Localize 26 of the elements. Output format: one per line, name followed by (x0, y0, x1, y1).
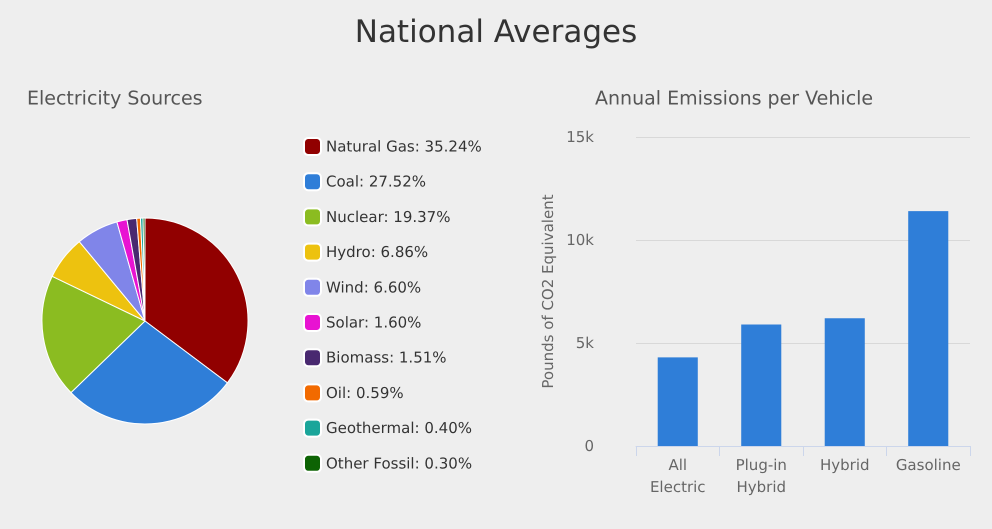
y-tick-label: 0 (584, 437, 594, 455)
legend-label: Oil: 0.59% (326, 384, 404, 402)
bar (908, 211, 948, 446)
x-tick-label: Plug-in Hybrid (736, 456, 787, 496)
legend-label: Coal: 27.52% (326, 172, 426, 191)
legend-label: Other Fossil: 0.30% (326, 454, 472, 472)
x-tick-label: Hybrid (820, 456, 870, 474)
y-axis-title: Pounds of CO2 Equivalent (538, 194, 557, 389)
bar (824, 318, 865, 446)
legend-label: Hydro: 6.86% (326, 243, 428, 262)
legend-label: Wind: 6.60% (326, 278, 422, 296)
bar (741, 324, 782, 446)
legend-label: Biomass: 1.51% (326, 348, 447, 367)
y-tick-label: 5k (576, 334, 594, 352)
x-tick-label: All Electric (650, 456, 706, 496)
legend-label: Geothermal: 0.40% (326, 419, 472, 438)
text: National Averages (354, 14, 638, 50)
y-tick-label: 10k (566, 231, 594, 249)
legend-label: Natural Gas: 35.24% (326, 138, 482, 156)
chart-title: Electricity Sources (27, 88, 203, 110)
x-tick-label: Gasoline (896, 456, 961, 474)
chart-title: Annual Emissions per Vehicle (595, 88, 874, 110)
legend-label: Nuclear: 19.37% (326, 208, 450, 226)
y-tick-label: 15k (566, 128, 594, 146)
bar (658, 357, 698, 446)
legend-label: Solar: 1.60% (326, 314, 422, 332)
